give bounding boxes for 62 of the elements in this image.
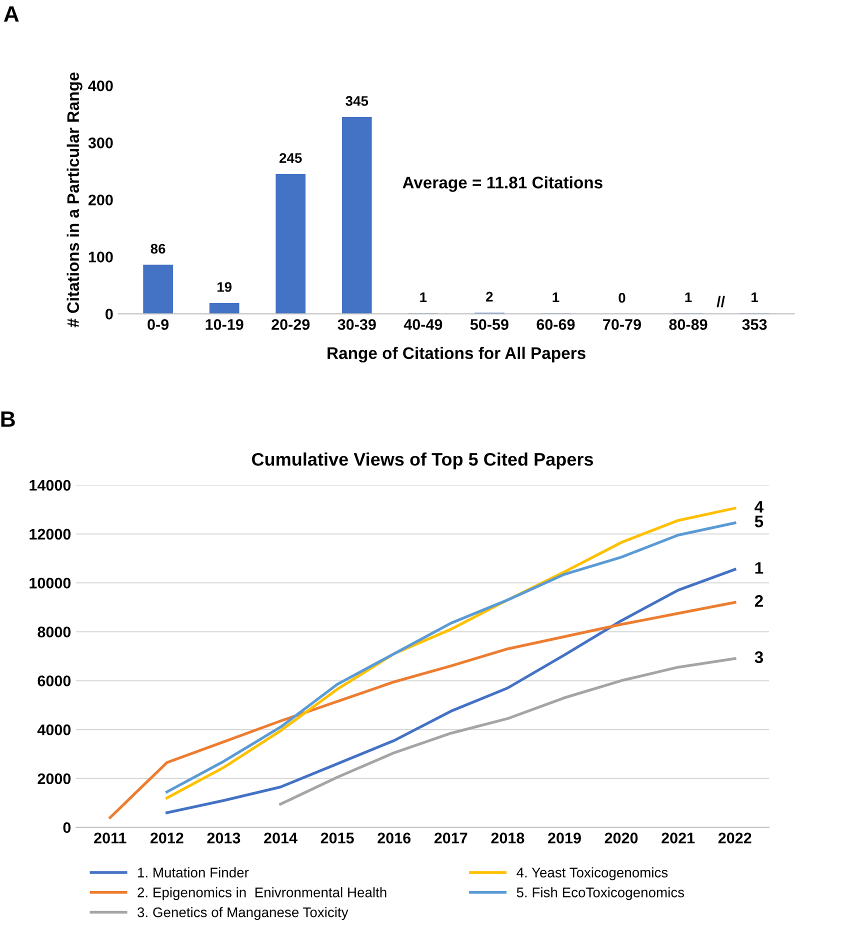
legend-label: 1. Mutation Finder (138, 867, 249, 878)
data-label: 2 (486, 292, 493, 302)
data-label: 245 (280, 153, 302, 163)
data-label: 1 (552, 292, 560, 302)
data-label: 0 (618, 292, 626, 303)
x-tick-label: 2021 (662, 832, 695, 844)
annotation: 3 (754, 651, 763, 664)
y-tick-label: 6000 (38, 676, 71, 686)
x-tick-label: 2020 (604, 832, 638, 844)
annotation: // (716, 296, 725, 308)
annotation: 1 (755, 562, 764, 574)
y-tick-label: 100 (88, 252, 113, 262)
y-tick-label: 300 (88, 138, 113, 148)
y-tick-label: 10000 (30, 578, 71, 589)
annotation: 4 (754, 501, 764, 513)
x-tick-label: 2012 (150, 832, 184, 844)
x-axis-title: Range of Citations for All Papers (328, 346, 586, 362)
y-tick-label: 2000 (38, 773, 71, 784)
legend-label: 3. Genetics of Manganese Toxicity (138, 907, 348, 920)
annotation: 2 (754, 595, 763, 607)
data-label: 345 (346, 96, 368, 106)
x-tick-label: 40-49 (404, 319, 442, 330)
x-tick-label: 2018 (491, 832, 524, 844)
x-tick-label: 30-39 (338, 319, 376, 330)
y-tick-label: 14000 (30, 480, 71, 491)
x-tick-label: 70-79 (603, 319, 641, 330)
y-axis-title: # Citations in a Particular Range (66, 72, 82, 328)
x-tick-label: 60-69 (536, 319, 575, 330)
legend-label: 2. Epigenomics in Enivronmental Health (138, 887, 386, 900)
x-tick-label: 2022 (718, 832, 752, 844)
data-label: 86 (150, 244, 166, 254)
x-tick-label: 2019 (548, 832, 581, 844)
data-label: 19 (217, 282, 232, 292)
x-tick-label: 2017 (434, 832, 468, 844)
chart-title: Cumulative Views of Top 5 Cited Papers (252, 452, 594, 470)
y-tick-label: 200 (88, 194, 113, 206)
x-tick-label: 0-9 (148, 319, 169, 330)
x-tick-label: 353 (742, 319, 767, 330)
x-tick-label: 2013 (207, 832, 240, 844)
x-tick-label: 2016 (378, 832, 411, 844)
text: A (4, 6, 19, 22)
data-label: 1 (685, 292, 692, 302)
x-tick-label: 80-89 (669, 319, 708, 330)
x-tick-label: 20-29 (272, 319, 310, 330)
x-tick-label: 2011 (94, 832, 126, 844)
y-tick-label: 400 (88, 80, 113, 92)
data-label: 1 (420, 292, 427, 302)
legend-label: 5. Fish EcoToxicogenomics (516, 887, 684, 900)
y-tick-label: 12000 (30, 528, 71, 540)
y-tick-label: 4000 (37, 724, 71, 736)
annotation: Average = 11.81 Citations (402, 176, 602, 192)
x-tick-label: 50-59 (470, 319, 508, 330)
data-label: 1 (752, 292, 758, 302)
y-tick-label: 8000 (38, 626, 71, 638)
text: B (1, 412, 15, 427)
annotation: 5 (754, 516, 764, 528)
x-tick-label: 2015 (320, 832, 354, 844)
y-tick-label: 0 (63, 822, 71, 834)
x-tick-label: 2014 (264, 832, 298, 844)
y-tick-label: 0 (106, 308, 113, 320)
legend-label: 4. Yeast Toxicogenomics (516, 867, 668, 880)
x-tick-label: 10-19 (206, 319, 244, 330)
